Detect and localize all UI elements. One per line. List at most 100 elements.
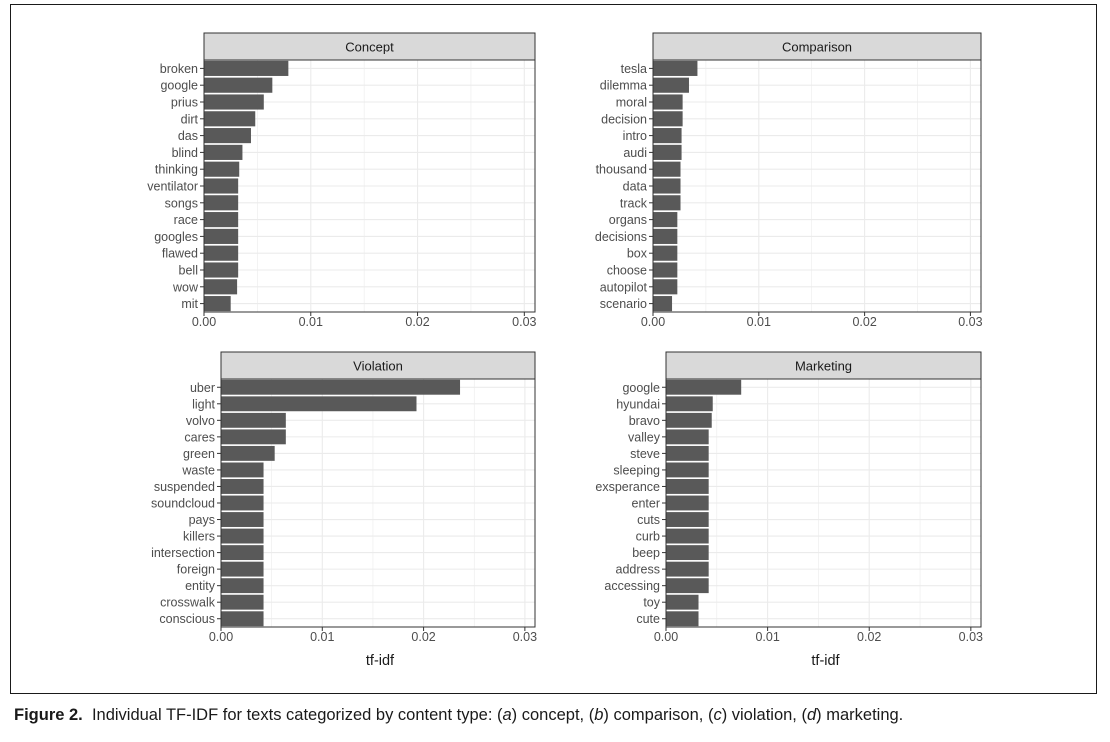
x-tick-label: 0.03 xyxy=(958,315,982,329)
bar xyxy=(653,77,689,93)
y-tick-label: foreign xyxy=(177,563,215,577)
bar xyxy=(666,429,709,445)
bar xyxy=(653,262,678,278)
bar xyxy=(221,462,264,478)
y-tick-label: choose xyxy=(607,264,647,278)
caption-c: c xyxy=(713,706,722,724)
bar xyxy=(204,212,239,228)
facet-title: Marketing xyxy=(795,359,852,374)
faceted-bar-chart: Concept broken google prius dirt das blind thin… xyxy=(147,32,983,669)
bar xyxy=(653,144,682,160)
y-tick-label: curb xyxy=(636,530,660,544)
caption-text-2: ) concept, ( xyxy=(511,706,595,724)
x-tick-label: 0.01 xyxy=(299,315,323,329)
caption-d: d xyxy=(806,706,817,724)
bar xyxy=(204,262,239,278)
caption-a: a xyxy=(502,706,512,724)
caption-text-1: Individual TF-IDF for texts categorized … xyxy=(91,706,503,724)
y-tick-label: wow xyxy=(172,280,199,294)
facet-panel-violation: Violation uber light volvo cares green waste su… xyxy=(151,351,537,669)
bar xyxy=(221,396,417,412)
x-tick-label: 0.02 xyxy=(857,630,881,644)
bar xyxy=(221,578,264,594)
x-tick-label: 0.01 xyxy=(755,630,779,644)
bar xyxy=(653,212,678,228)
y-tick-label: address xyxy=(616,563,660,577)
y-tick-label: pays xyxy=(189,513,215,527)
y-tick-label: dirt xyxy=(181,112,199,126)
y-tick-label: valley xyxy=(628,430,661,444)
y-tick-label: scenario xyxy=(600,297,647,311)
y-tick-label: prius xyxy=(171,96,198,110)
y-tick-label: moral xyxy=(616,96,647,110)
x-axis-title: tf-idf xyxy=(811,653,840,669)
y-tick-label: box xyxy=(627,247,648,261)
bar xyxy=(666,462,709,478)
y-tick-label: mit xyxy=(181,297,198,311)
y-tick-label: songs xyxy=(165,196,198,210)
bar xyxy=(666,528,709,544)
panel-border xyxy=(652,59,982,313)
y-tick-label: light xyxy=(192,397,215,411)
y-tick-label: bravo xyxy=(629,414,660,428)
y-tick-label: thousand xyxy=(596,163,647,177)
y-tick-label: cute xyxy=(636,612,660,626)
x-tick-label: 0.00 xyxy=(209,630,233,644)
facet-strip xyxy=(665,351,982,380)
bar xyxy=(666,379,742,395)
bar xyxy=(653,178,681,194)
y-tick-label: green xyxy=(183,447,215,461)
y-tick-label: exsperance xyxy=(595,480,660,494)
bar xyxy=(666,578,709,594)
y-tick-label: entity xyxy=(185,579,216,593)
y-tick-label: tesla xyxy=(621,62,647,76)
bar xyxy=(666,412,712,428)
bar xyxy=(221,495,264,511)
y-tick-label: soundcloud xyxy=(151,497,215,511)
x-tick-label: 0.00 xyxy=(192,315,216,329)
y-tick-label: das xyxy=(178,129,198,143)
bar xyxy=(221,412,286,428)
bar xyxy=(653,195,681,211)
y-tick-label: track xyxy=(620,196,648,210)
y-tick-label: waste xyxy=(181,463,215,477)
y-tick-label: sleeping xyxy=(613,463,660,477)
bar xyxy=(666,495,709,511)
facet-panel-concept: Concept broken google prius dirt das blind thin… xyxy=(147,32,537,329)
y-tick-label: beep xyxy=(632,546,660,560)
y-tick-label: google xyxy=(160,79,198,93)
bar xyxy=(653,279,678,295)
x-tick-label: 0.02 xyxy=(405,315,429,329)
facet-strip xyxy=(220,351,536,380)
y-tick-label: accessing xyxy=(604,579,660,593)
caption-label: Figure 2. xyxy=(14,706,83,724)
x-tick-label: 0.01 xyxy=(310,630,334,644)
bar xyxy=(204,161,240,177)
x-tick-label: 0.02 xyxy=(852,315,876,329)
bar xyxy=(653,296,673,312)
bar xyxy=(653,245,678,261)
bar xyxy=(204,128,251,144)
y-tick-label: audi xyxy=(623,146,647,160)
x-tick-label: 0.00 xyxy=(641,315,665,329)
bar xyxy=(221,429,286,445)
y-tick-label: ventilator xyxy=(147,180,198,194)
figure-caption: Figure 2. Individual TF-IDF for texts ca… xyxy=(14,706,903,725)
y-tick-label: toy xyxy=(643,596,660,610)
facet-title: Concept xyxy=(345,40,394,55)
x-tick-label: 0.00 xyxy=(654,630,678,644)
bar xyxy=(666,445,709,461)
bar xyxy=(204,111,256,127)
facet-strip xyxy=(203,32,536,61)
bar xyxy=(204,178,239,194)
y-tick-label: hyundai xyxy=(616,397,660,411)
y-tick-label: thinking xyxy=(155,163,198,177)
y-tick-label: cuts xyxy=(637,513,660,527)
bar xyxy=(204,94,264,110)
x-tick-label: 0.03 xyxy=(512,315,536,329)
bar xyxy=(666,396,713,412)
bar xyxy=(653,60,698,76)
bar xyxy=(221,479,264,494)
x-axis-title: tf-idf xyxy=(366,653,395,669)
bar xyxy=(204,245,239,261)
